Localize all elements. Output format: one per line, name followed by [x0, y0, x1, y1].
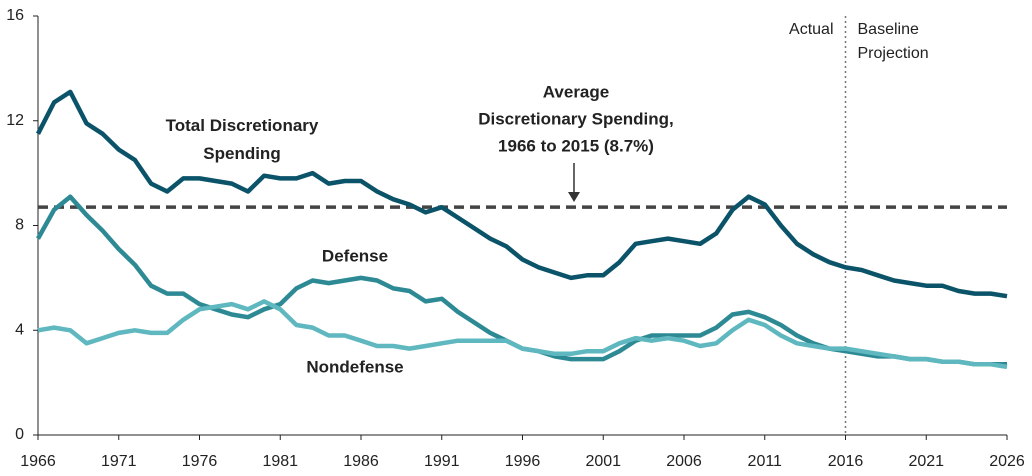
x-tick-label: 1966 — [20, 453, 56, 470]
x-tick-label: 2001 — [585, 453, 621, 470]
y-tick-label: 4 — [15, 321, 24, 338]
y-tick-label: 12 — [6, 112, 24, 129]
series-label: Total Discretionary Spending — [166, 116, 319, 163]
x-tick-label: 2006 — [666, 453, 702, 470]
x-tick-label: 1976 — [182, 453, 218, 470]
series-label: Nondefense — [306, 357, 403, 376]
y-tick-label: 16 — [6, 7, 24, 24]
series-label: Defense — [322, 246, 388, 265]
series-line — [37, 299, 1008, 370]
average-label: 1966 to 2015 (8.7%) — [498, 136, 654, 155]
average-arrowhead — [568, 192, 580, 202]
series-line — [35, 89, 1008, 299]
projection-label: Baseline — [858, 21, 919, 38]
x-tick-label: 1996 — [505, 453, 541, 470]
x-tick-label: 1971 — [101, 453, 137, 470]
x-tick-label: 1991 — [424, 453, 460, 470]
x-tick-label: 2016 — [828, 453, 864, 470]
series-line — [36, 194, 1007, 367]
actual-label: Actual — [789, 21, 833, 38]
y-tick-label: 0 — [15, 426, 24, 443]
average-label: Discretionary Spending, — [478, 109, 674, 128]
projection-label: Projection — [858, 45, 929, 62]
x-tick-label: 2011 — [748, 453, 783, 470]
y-tick-label: 8 — [15, 217, 24, 234]
average-label: Average — [543, 82, 609, 101]
x-tick-label: 1986 — [343, 453, 379, 470]
x-tick-label: 2026 — [989, 453, 1025, 470]
x-tick-label: 1981 — [262, 453, 298, 470]
x-tick-label: 2021 — [908, 453, 944, 470]
